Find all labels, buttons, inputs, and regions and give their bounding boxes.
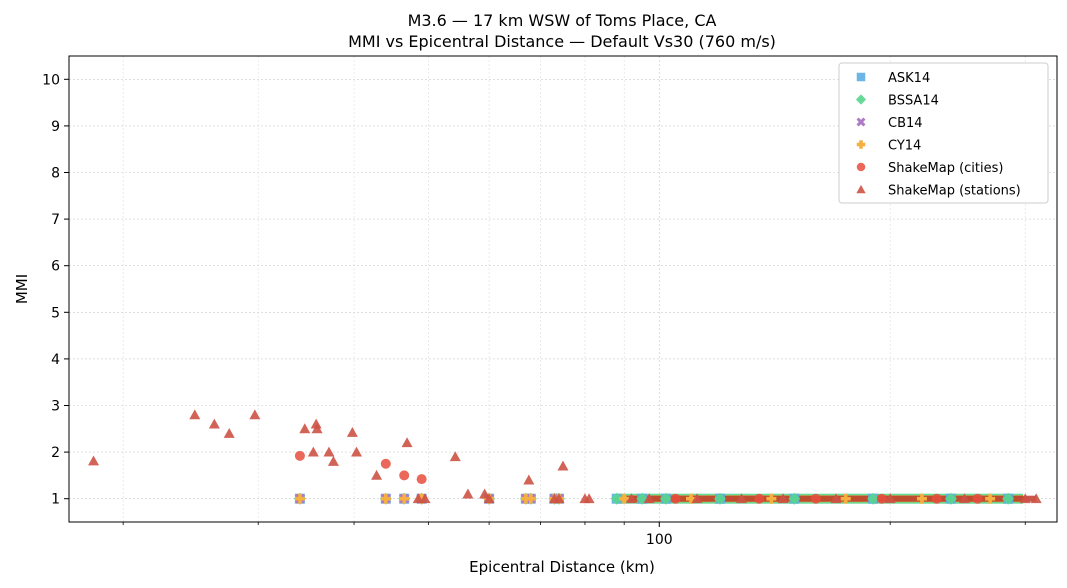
legend-marker-cy14 <box>856 140 866 149</box>
point-shakemap-stations <box>1030 493 1042 504</box>
point-shakemap-stations <box>419 493 431 504</box>
point-bssa14 <box>867 492 880 505</box>
point-shakemap-stations <box>626 493 638 504</box>
legend-marker-shakemap-stations <box>856 184 866 194</box>
legend-label-ask14: ASK14 <box>888 71 930 86</box>
plot-frame <box>68 55 1058 523</box>
gmpe-band-red <box>626 495 1037 502</box>
legend-label-shakemap-cities: ShakeMap (cities) <box>888 161 1003 176</box>
point-cy14 <box>766 493 777 504</box>
chart-title: M3.6 — 17 km WSW of Toms Place, CA <box>408 11 717 30</box>
point-shakemap-stations <box>830 493 842 504</box>
point-shakemap-stations <box>736 493 748 504</box>
point-shakemap-stations <box>777 493 789 504</box>
point-shakemap-stations <box>449 451 461 462</box>
point-shakemap-stations <box>643 493 655 504</box>
legend-marker-cb14 <box>856 117 866 127</box>
point-shakemap-stations <box>299 423 311 434</box>
point-shakemap-stations <box>401 437 413 448</box>
point-shakemap-cities <box>972 493 983 504</box>
point-shakemap-stations <box>223 427 235 438</box>
grid <box>69 56 1057 522</box>
point-shakemap-stations <box>557 460 569 471</box>
point-cy14 <box>380 493 391 504</box>
point-shakemap-cities <box>876 493 887 504</box>
y-tick-label: 9 <box>51 119 60 135</box>
y-tick-label: 5 <box>51 305 60 321</box>
point-bssa14 <box>944 492 957 505</box>
y-tick-label: 8 <box>51 166 60 182</box>
y-tick-label: 10 <box>42 72 60 88</box>
point-shakemap-stations <box>327 455 339 466</box>
point-shakemap-stations <box>307 446 319 457</box>
point-shakemap-stations <box>462 488 474 499</box>
x-tick-label: 100 <box>646 532 673 548</box>
point-shakemap-stations <box>479 488 491 499</box>
legend-box <box>838 62 1049 204</box>
data-points <box>88 409 1042 505</box>
point-bssa14 <box>788 492 801 505</box>
point-shakemap-stations <box>311 423 323 434</box>
legend-label-shakemap-stations: ShakeMap (stations) <box>888 184 1021 199</box>
point-shakemap-cities <box>380 458 391 469</box>
legend-marker-bssa14 <box>855 94 867 105</box>
point-shakemap-stations <box>583 493 595 504</box>
legend-marker-shakemap-cities <box>856 162 866 172</box>
y-tick-label: 2 <box>51 445 60 461</box>
point-shakemap-stations <box>346 427 358 437</box>
point-cy14 <box>985 493 996 504</box>
y-tick-label: 4 <box>51 352 60 368</box>
point-shakemap-cities <box>754 493 765 504</box>
point-shakemap-stations <box>310 418 322 429</box>
point-cy14 <box>525 493 536 504</box>
point-bssa14 <box>714 492 727 505</box>
point-shakemap-stations <box>323 446 335 457</box>
axis-ticks: 1 2 3 4 5 6 7 8 9 10 100 <box>42 72 1026 548</box>
point-shakemap-stations <box>483 493 495 504</box>
y-axis-label: MMI <box>13 274 31 304</box>
point-shakemap-stations <box>553 493 565 504</box>
point-cy14 <box>416 493 427 504</box>
point-shakemap-cities <box>399 470 410 481</box>
point-cy14 <box>399 493 410 504</box>
point-shakemap-stations <box>88 455 100 466</box>
legend-label-cy14: CY14 <box>888 139 921 154</box>
point-shakemap-stations <box>884 493 896 504</box>
legend-marker-ask14 <box>856 72 866 82</box>
point-cy14 <box>619 493 630 504</box>
point-bssa14 <box>610 492 623 505</box>
y-tick-label: 6 <box>51 259 60 275</box>
point-shakemap-cities <box>931 493 942 504</box>
legend: ASK14 BSSA14 CB14 CY14 ShakeMap (cities) Shak… <box>838 62 1049 204</box>
point-cy14 <box>686 493 697 504</box>
point-shakemap-cities <box>670 493 681 504</box>
point-shakemap-stations <box>959 493 971 504</box>
x-axis-label: Epicentral Distance (km) <box>469 558 655 576</box>
point-shakemap-stations <box>351 446 363 457</box>
y-tick-label: 1 <box>51 492 60 508</box>
point-shakemap-stations <box>189 409 201 420</box>
point-shakemap-stations <box>691 493 703 504</box>
point-cy14 <box>294 493 305 504</box>
point-bssa14 <box>1002 492 1015 505</box>
point-bssa14 <box>659 492 672 505</box>
point-shakemap-stations <box>249 409 261 420</box>
point-cy14 <box>916 493 927 504</box>
y-tick-label: 3 <box>51 399 60 415</box>
legend-label-cb14: CB14 <box>888 116 923 131</box>
point-shakemap-stations <box>1019 493 1031 504</box>
chart-subtitle: MMI vs Epicentral Distance — Default Vs3… <box>348 32 776 51</box>
point-shakemap-stations <box>208 418 220 429</box>
y-tick-label: 7 <box>51 212 60 228</box>
point-cy14 <box>840 493 851 504</box>
point-shakemap-stations <box>371 469 383 480</box>
point-shakemap-cities <box>810 493 821 504</box>
point-shakemap-cities <box>294 450 305 461</box>
legend-label-bssa14: BSSA14 <box>888 94 939 109</box>
point-shakemap-stations <box>523 474 535 485</box>
point-shakemap-cities <box>416 474 427 485</box>
